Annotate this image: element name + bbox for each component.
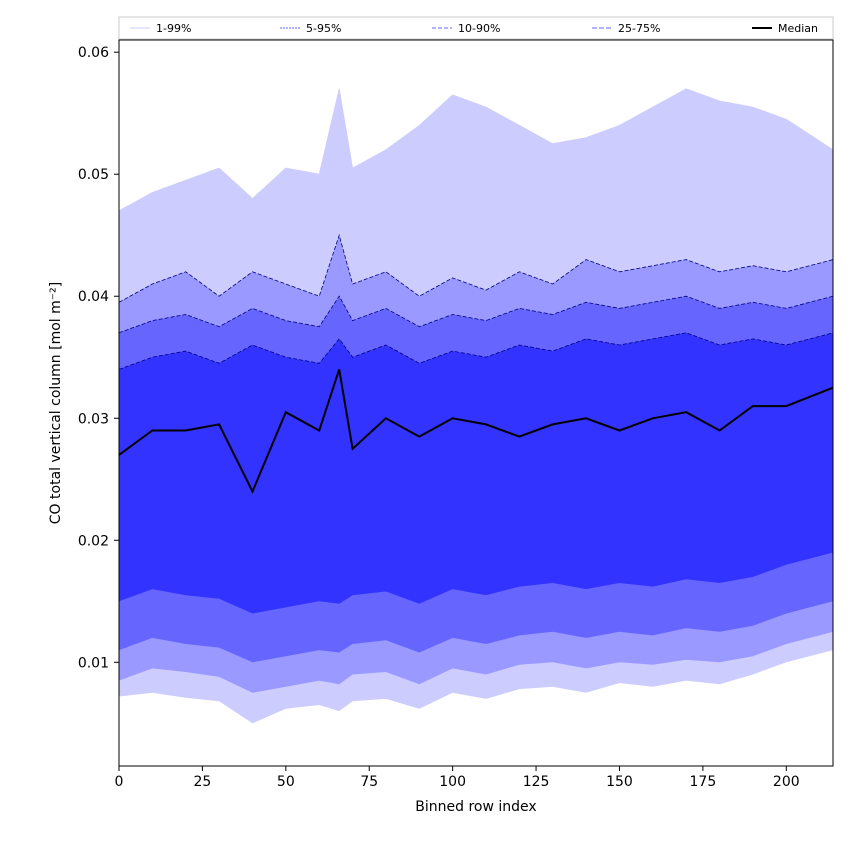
- x-tick-label: 100: [439, 774, 466, 790]
- legend-label: 25-75%: [618, 22, 660, 35]
- legend-label: Median: [778, 22, 818, 35]
- x-tick-label: 200: [773, 774, 800, 790]
- legend-label: 10-90%: [458, 22, 500, 35]
- y-axis-label: CO total vertical column [mol m⁻²]: [48, 282, 64, 524]
- x-tick-label: 175: [690, 774, 717, 790]
- band-upper-edge-25-75pct: [119, 332, 833, 370]
- y-tick-label: 0.02: [78, 533, 109, 549]
- band-upper-edge-5-95pct: [119, 233, 833, 303]
- x-tick-label: 75: [360, 774, 378, 790]
- legend: 1-99% 5-95% 10-90% 25-75% Median: [118, 16, 834, 40]
- y-tick-label: 0.04: [78, 289, 109, 305]
- y-tick-label: 0.01: [78, 655, 109, 671]
- median-line: [119, 369, 833, 494]
- band-upper-edge-1-99pct: [119, 88, 833, 212]
- x-tick-label: 25: [193, 774, 211, 790]
- x-tick-label: 150: [606, 774, 633, 790]
- y-axis: 0.01 0.02 0.03 0.04 0.05 0.06: [78, 45, 119, 671]
- x-axis: 0 25 50 75 100 125 150 175 200: [115, 766, 800, 790]
- x-axis-label: Binned row index: [415, 799, 536, 815]
- x-tick-label: 50: [277, 774, 295, 790]
- plot-area: [119, 88, 833, 724]
- y-tick-label: 0.03: [78, 411, 109, 427]
- legend-label: 1-99%: [156, 22, 191, 35]
- x-tick-label: 0: [115, 774, 124, 790]
- legend-label: 5-95%: [306, 22, 341, 35]
- x-tick-label: 125: [523, 774, 550, 790]
- band-25-75pct: [119, 332, 833, 614]
- y-tick-label: 0.06: [78, 45, 109, 61]
- band-upper-edge-10-90pct: [119, 295, 833, 334]
- y-tick-label: 0.05: [78, 167, 109, 183]
- plot-frame: [118, 39, 834, 767]
- legend-box: [118, 16, 834, 40]
